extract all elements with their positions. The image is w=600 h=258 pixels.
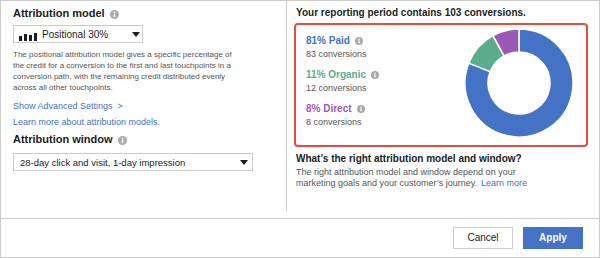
legend-label: 11% Organic — [306, 69, 379, 80]
legend-label-text: 81% Paid — [306, 35, 350, 46]
window-dropdown[interactable]: 28-day click and visit, 1-day impression — [13, 153, 253, 171]
section-title: Attribution window — [13, 133, 127, 145]
info-body: The right attribution model and window d… — [296, 167, 591, 189]
info-icon-circle — [118, 136, 127, 145]
learn-models-link[interactable]: Learn more about attribution models. — [13, 117, 160, 127]
vertical-divider — [286, 1, 287, 211]
chart-box: 81% Paid 83 conversions 11% Organic 12 conv… — [294, 23, 588, 147]
info-icon-stem — [374, 75, 375, 78]
apply-button[interactable]: Apply — [523, 227, 583, 249]
section-title-text: Attribution window — [13, 133, 113, 145]
info-title: What’s the right attribution model and w… — [296, 153, 522, 164]
advanced-settings-link[interactable]: Show Advanced Settings > — [13, 101, 123, 111]
info-icon-stem — [358, 41, 359, 44]
legend-sublabel: 8 conversions — [306, 117, 362, 127]
dropdown-arrow-shape — [240, 160, 248, 165]
dropdown-label[interactable]: 28-day click and visit, 1-day impression — [20, 157, 185, 168]
bar-icon — [19, 29, 39, 41]
info-icon — [355, 37, 363, 45]
legend-sublabel: 83 conversions — [306, 49, 367, 59]
legend-label-text: 8% Direct — [306, 103, 352, 114]
info-icon-dot — [121, 137, 123, 139]
info-icon-dot — [358, 39, 359, 40]
donut-slice — [493, 29, 519, 56]
dropdown-arrow — [132, 32, 140, 38]
bar-icon-bar — [19, 36, 22, 41]
info-icon-stem — [121, 139, 122, 142]
legend-label: 81% Paid — [306, 35, 363, 46]
info-icon — [110, 10, 119, 19]
legend-label-text: 11% Organic — [306, 69, 366, 80]
info-link[interactable]: Learn more — [481, 178, 527, 188]
bar-icon-bar — [34, 33, 37, 41]
info-icon-stem — [113, 13, 114, 16]
cancel-button[interactable]: Cancel — [453, 227, 513, 249]
info-icon — [371, 71, 379, 79]
info-icon-dot — [360, 107, 361, 108]
section-title-text: Attribution model — [13, 7, 105, 19]
dropdown-arrow-shape — [132, 32, 140, 37]
donut-slice — [465, 29, 573, 137]
info-icon-dot — [113, 11, 115, 13]
legend-sublabel: 12 conversions — [306, 83, 367, 93]
bar-icon-bar — [24, 34, 27, 41]
info-icon-circle — [355, 37, 363, 45]
cancel-label[interactable]: Cancel — [467, 232, 498, 243]
dropdown-arrow — [240, 160, 248, 166]
model-dropdown[interactable]: Positional 30% — [13, 25, 143, 43]
info-icon-stem — [360, 109, 361, 112]
info-icon-circle — [357, 105, 365, 113]
info-icon-circle — [110, 10, 119, 19]
section-title: Attribution model — [13, 7, 119, 19]
legend-label: 8% Direct — [306, 103, 365, 114]
bar-icon-bar — [29, 35, 32, 41]
info-icon — [357, 105, 365, 113]
dropdown-label[interactable]: Positional 30% — [42, 29, 108, 40]
info-icon-circle — [371, 71, 379, 79]
chart-title: Your reporting period contains 103 conve… — [296, 7, 526, 18]
info-icon — [118, 136, 127, 145]
info-icon-dot — [374, 73, 375, 74]
apply-label[interactable]: Apply — [539, 232, 567, 243]
donut-chart — [454, 25, 584, 145]
horizontal-divider — [1, 218, 600, 219]
description: The positional attribution model gives a… — [13, 49, 232, 93]
page: Attribution model Positional 30% The posit… — [0, 0, 600, 258]
